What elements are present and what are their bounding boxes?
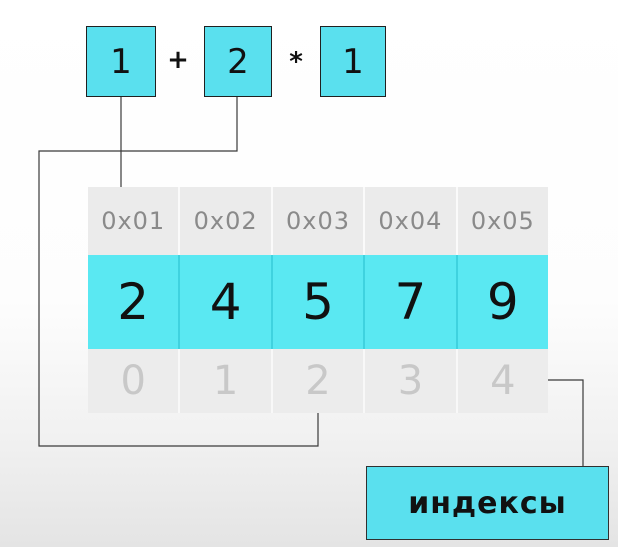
index-text: 0 [120, 358, 146, 404]
index-cell: 2 [272, 349, 366, 413]
address-cell: 0x05 [457, 187, 549, 255]
expression-operand-1-text: 1 [110, 41, 132, 82]
address-text: 0x01 [101, 207, 166, 235]
address-text: 0x03 [286, 207, 351, 235]
expression-operator-multiply: * [280, 44, 312, 80]
index-text: 4 [490, 358, 516, 404]
connector-operand2-to-index2 [38, 97, 319, 447]
value-text: 5 [302, 273, 334, 331]
value-cell: 7 [365, 255, 458, 349]
expression-operand-2: 2 [204, 26, 272, 97]
connector-indices-to-label [548, 379, 584, 466]
expression-operand-2-text: 2 [227, 41, 249, 82]
index-cell: 1 [180, 349, 273, 413]
index-text: 2 [305, 358, 331, 404]
address-text: 0x04 [378, 207, 443, 235]
expression-operand-3-text: 1 [342, 41, 364, 82]
address-row: 0x01 0x02 0x03 0x04 0x05 [88, 187, 549, 255]
value-text: 4 [209, 273, 242, 331]
index-cell: 0 [88, 349, 181, 413]
value-cell: 9 [457, 255, 549, 349]
value-text: 7 [394, 273, 427, 331]
value-cell: 2 [88, 255, 181, 349]
address-cell: 0x04 [365, 187, 458, 255]
index-cell: 4 [457, 349, 549, 413]
value-cell: 5 [272, 255, 366, 349]
index-text: 1 [212, 358, 239, 404]
address-cell: 0x02 [180, 187, 273, 255]
index-text: 3 [397, 358, 424, 404]
address-cell: 0x01 [88, 187, 181, 255]
value-text: 9 [486, 273, 519, 331]
expression-operator-plus: + [162, 42, 194, 78]
indices-label-text: индексы [408, 485, 567, 521]
expression-operand-1: 1 [86, 26, 156, 97]
address-text: 0x02 [193, 207, 258, 235]
expression-operand-3: 1 [320, 26, 386, 97]
index-cell: 3 [365, 349, 458, 413]
index-row: 0 1 2 3 4 [88, 349, 549, 413]
memory-table: 0x01 0x02 0x03 0x04 0x05 2 4 5 7 9 [88, 187, 549, 413]
value-cell: 4 [180, 255, 273, 349]
expression-operator-multiply-text: * [289, 47, 303, 77]
value-row: 2 4 5 7 9 [88, 255, 549, 349]
address-cell: 0x03 [272, 187, 366, 255]
value-text: 2 [117, 273, 150, 331]
address-text: 0x05 [470, 207, 535, 235]
expression-operator-plus-text: + [167, 45, 189, 75]
indices-label-box: индексы [366, 466, 609, 540]
